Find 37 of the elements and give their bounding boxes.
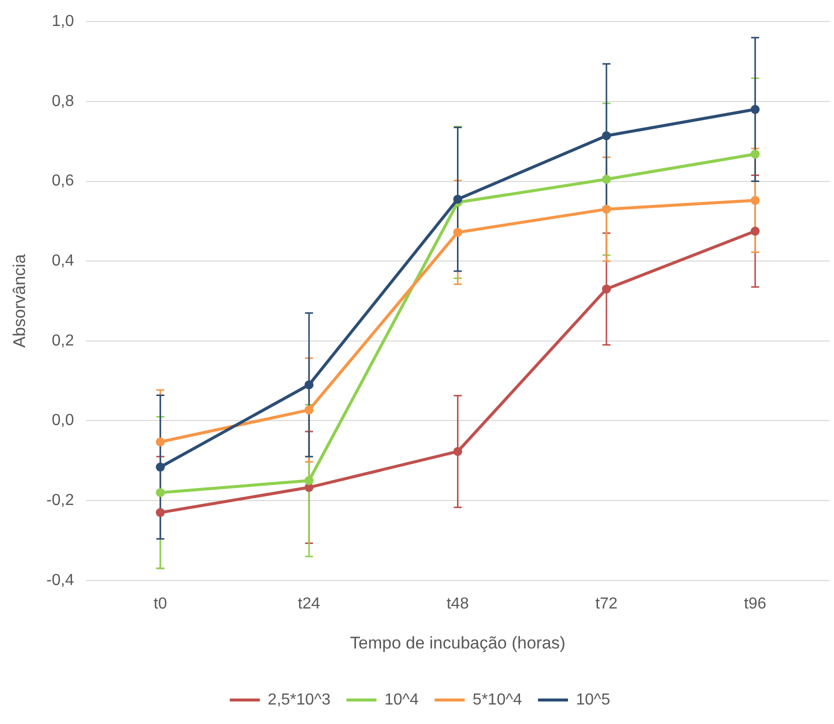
x-tick-label: t24 — [298, 595, 320, 612]
point — [304, 405, 314, 414]
legend-label: 10^4 — [384, 691, 419, 708]
point — [304, 380, 314, 390]
point — [750, 104, 760, 114]
y-tick-label: 0,6 — [52, 172, 74, 190]
y-tick-label: 0,4 — [52, 252, 74, 270]
point — [750, 150, 760, 159]
point — [156, 462, 165, 472]
y-tick-label: -0,2 — [46, 492, 74, 509]
y-tick-label: 0,8 — [52, 92, 74, 110]
y-axis-title: Absorvância — [10, 254, 29, 348]
point — [453, 446, 462, 456]
x-tick-label: t48 — [446, 595, 469, 612]
y-tick-label: 0,2 — [52, 332, 74, 350]
y-tick-label: -0,4 — [46, 572, 74, 589]
point — [453, 194, 462, 204]
point — [602, 204, 611, 214]
legend-label: 5*10^4 — [472, 691, 522, 708]
point — [156, 488, 165, 498]
legend-label: 2,5*10^3 — [268, 691, 331, 708]
x-tick-label: t96 — [744, 595, 766, 612]
x-tick-label: t0 — [154, 595, 168, 612]
x-axis-title: Tempo de incubação (horas) — [350, 633, 566, 652]
x-tick-label: t72 — [595, 595, 618, 612]
legend-label: 10^5 — [576, 691, 610, 708]
point — [304, 476, 314, 486]
point — [156, 508, 165, 518]
point — [453, 228, 462, 237]
point — [602, 131, 611, 140]
y-tick-label: 0,0 — [52, 412, 74, 430]
point — [750, 226, 760, 236]
point — [602, 174, 611, 184]
point — [750, 196, 760, 205]
point — [602, 284, 611, 294]
y-tick-label: 1,0 — [52, 13, 74, 30]
point — [156, 437, 165, 446]
